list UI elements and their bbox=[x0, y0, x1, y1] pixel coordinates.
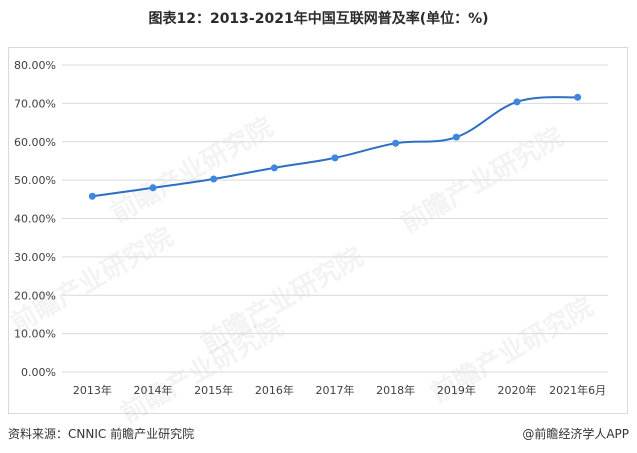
data-point bbox=[331, 154, 339, 162]
y-tick-label: 0.00% bbox=[21, 366, 56, 379]
y-tick-label: 50.00% bbox=[14, 174, 56, 187]
chart-frame bbox=[8, 47, 628, 414]
source-note: 资料来源：CNNIC 前瞻产业研究院 bbox=[8, 427, 195, 441]
data-point bbox=[88, 192, 96, 200]
x-tick-label: 2021年6月 bbox=[549, 383, 606, 397]
x-axis-ticks: 2013年 2014年 2015年 2016年 2017年 2018年 2019年 2020年… bbox=[73, 383, 606, 397]
x-tick-label: 2014年 bbox=[134, 383, 173, 397]
data-point bbox=[574, 93, 582, 101]
y-tick-label: 70.00% bbox=[14, 97, 56, 110]
series-line bbox=[92, 96, 578, 198]
y-tick-label: 80.00% bbox=[14, 59, 56, 72]
data-point bbox=[452, 133, 460, 141]
x-tick-label: 2015年 bbox=[194, 383, 233, 397]
grid-lines bbox=[62, 64, 608, 373]
data-point bbox=[392, 139, 400, 147]
x-tick-label: 2017年 bbox=[316, 383, 355, 397]
data-point bbox=[149, 184, 157, 192]
data-point bbox=[210, 175, 218, 183]
chart-title: 图表12：2013-2021年中国互联网普及率(单位：%) bbox=[148, 11, 489, 27]
data-point bbox=[270, 164, 278, 172]
y-axis-ticks: 0.00% 10.00% 20.00% 30.00% 40.00% 50.00% 60.00… bbox=[14, 59, 56, 379]
x-tick-label: 2019年 bbox=[437, 383, 476, 397]
y-tick-label: 10.00% bbox=[14, 328, 56, 341]
y-tick-label: 30.00% bbox=[14, 251, 56, 264]
y-tick-label: 40.00% bbox=[14, 213, 56, 226]
x-tick-label: 2013年 bbox=[73, 383, 112, 397]
brand-label: @前瞻经济学人APP bbox=[522, 427, 629, 441]
x-tick-label: 2016年 bbox=[255, 383, 294, 397]
y-tick-label: 60.00% bbox=[14, 136, 56, 149]
data-point bbox=[513, 98, 521, 106]
y-tick-label: 20.00% bbox=[14, 289, 56, 302]
x-tick-label: 2018年 bbox=[376, 383, 415, 397]
x-tick-label: 2020年 bbox=[498, 383, 537, 397]
series-points bbox=[88, 93, 582, 200]
